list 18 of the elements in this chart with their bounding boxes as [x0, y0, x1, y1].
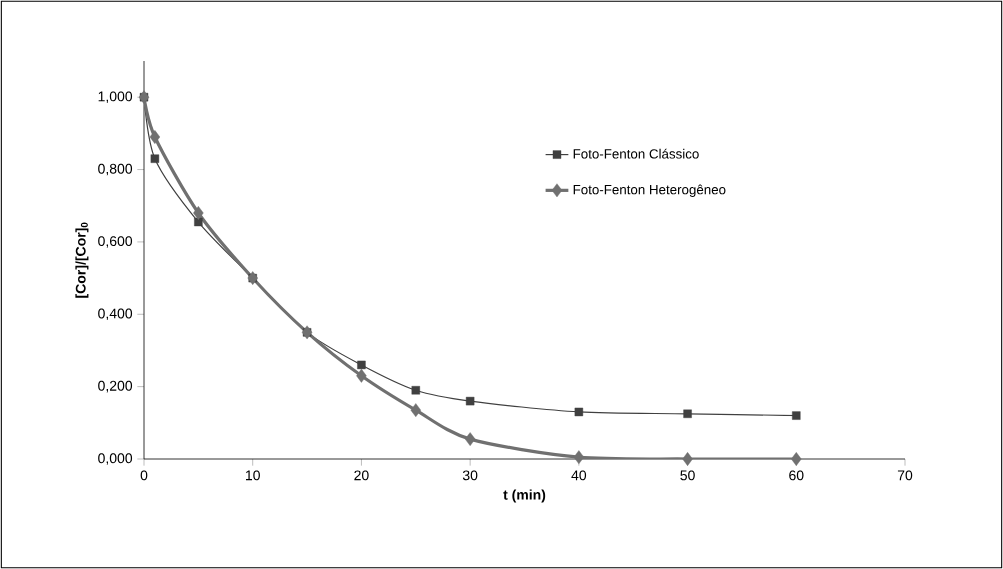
legend-label: Foto-Fenton Clássico — [573, 148, 699, 159]
x-tick-label: 60 — [789, 470, 804, 481]
x-tick-label: 30 — [462, 470, 478, 481]
y-tick-label: 1,000 — [98, 91, 133, 103]
y-tick-label: 0,200 — [98, 380, 133, 393]
x-axis-title: t (min) — [503, 489, 546, 503]
x-tick-label: 20 — [354, 470, 369, 481]
y-tick-label: 0,600 — [98, 236, 133, 248]
x-tick-label: 0 — [140, 470, 148, 481]
x-tick-label: 50 — [680, 470, 695, 481]
legend-label: Foto-Fenton Heterogêneo — [573, 184, 726, 197]
y-tick-label: 0,800 — [98, 163, 133, 176]
x-tick-label: 10 — [246, 470, 260, 481]
y-tick-label: 0,400 — [98, 308, 133, 321]
y-tick-label: 0,000 — [98, 453, 133, 465]
x-tick-label: 70 — [897, 470, 913, 481]
x-tick-label: 40 — [571, 470, 587, 481]
y-axis-title: [Cor]/[Cor]$_{0}$ — [75, 222, 89, 298]
